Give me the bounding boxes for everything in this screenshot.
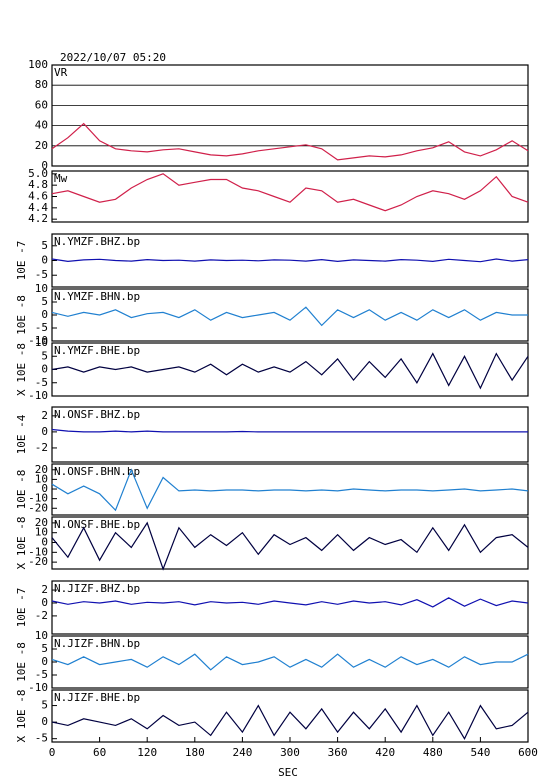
y-tick-label: 40 (35, 119, 48, 132)
waveform-line (51, 428, 528, 433)
y-tick-label: 0 (41, 482, 48, 495)
panel-label: N.ONSF.BHE.bp (54, 518, 140, 531)
waveform-line (51, 173, 529, 212)
y-tick-label: 0 (41, 363, 48, 376)
y-axis-label: 10E -8 (15, 470, 28, 510)
y-tick-label: -2 (35, 441, 48, 454)
panel-label: N.ONSF.BHZ.bp (54, 408, 140, 421)
y-tick-label: 100 (28, 58, 48, 71)
y-tick-label: -5 (35, 668, 48, 681)
y-axis-label: 10E -4 (15, 414, 28, 454)
x-tick-label: 300 (280, 746, 300, 759)
y-tick-label: 5 (41, 699, 48, 712)
y-tick-label: 10 (35, 282, 48, 295)
y-tick-label: 4.8 (28, 178, 48, 191)
y-tick-label: -5 (35, 268, 48, 281)
x-tick-label: 360 (328, 746, 348, 759)
y-tick-label: -10 (28, 389, 48, 402)
y-tick-label: -10 (28, 545, 48, 558)
panel-label: N.YMZF.BHE.bp (54, 344, 140, 357)
y-tick-label: 0 (41, 715, 48, 728)
y-tick-label: 10 (35, 472, 48, 485)
panel-label: VR (54, 66, 68, 79)
panel-frame (51, 64, 529, 167)
y-tick-label: 5 (41, 349, 48, 362)
x-tick-label: 480 (423, 746, 443, 759)
x-tick-label: 60 (93, 746, 106, 759)
panel-label: N.YMZF.BHN.bp (54, 290, 140, 303)
y-tick-label: 80 (35, 78, 48, 91)
panel-label: N.JIZF.BHZ.bp (54, 582, 140, 595)
y-tick-label: 10 (35, 526, 48, 539)
x-tick-label: 540 (470, 746, 490, 759)
y-tick-label: 10 (35, 336, 48, 349)
y-axis-label: 10E -8 (15, 295, 28, 335)
panel-label: N.YMZF.BHZ.bp (54, 235, 140, 248)
y-tick-label: 5.0 (28, 167, 48, 180)
x-tick-label: 0 (49, 746, 56, 759)
waveform-line (51, 258, 529, 263)
waveform-line (51, 122, 529, 161)
waveform-line (51, 306, 528, 327)
y-tick-label: 20 (35, 463, 48, 476)
y-axis-label: X 10E -8 (15, 343, 28, 396)
y-tick-label: 2 (41, 583, 48, 596)
y-tick-label: 5 (41, 295, 48, 308)
waveform-line (51, 521, 529, 571)
y-tick-label: 0 (41, 425, 48, 438)
waveform-line (51, 468, 529, 512)
y-tick-label: -10 (28, 334, 48, 347)
waveform-line (51, 597, 529, 608)
y-tick-label: -10 (28, 681, 48, 694)
y-tick-label: 2 (41, 409, 48, 422)
y-tick-label: -20 (28, 501, 48, 514)
y-tick-label: -10 (28, 492, 48, 505)
x-tick-label: 180 (185, 746, 205, 759)
y-tick-label: -5 (35, 376, 48, 389)
y-tick-label: 10 (35, 629, 48, 642)
x-tick-label: 120 (137, 746, 157, 759)
y-axis-label: 10E -8 (15, 642, 28, 682)
y-axis-label: X 10E -8 (15, 690, 28, 743)
y-axis-label: X 10E -8 (15, 517, 28, 570)
y-tick-label: -20 (28, 555, 48, 568)
panel-frame (51, 580, 529, 635)
y-tick-label: 20 (35, 139, 48, 152)
x-tick-label: 600 (518, 746, 538, 759)
y-tick-label: 4.2 (28, 212, 48, 225)
y-axis-label: 10E -7 (15, 588, 28, 628)
panel-label: N.ONSF.BHN.bp (54, 465, 140, 478)
chart-title: 2022/10/07 05:20 (60, 51, 166, 64)
y-tick-label: 5 (41, 642, 48, 655)
y-tick-label: 0 (41, 308, 48, 321)
y-tick-label: 4.4 (28, 201, 48, 214)
y-axis-label: 10E -7 (15, 241, 28, 281)
waveform-line (51, 704, 529, 740)
y-tick-label: -5 (35, 321, 48, 334)
waveform-line (51, 352, 529, 390)
y-tick-label: 4.6 (28, 190, 48, 203)
y-tick-label: 0 (41, 254, 48, 267)
panel-label: Mw (54, 172, 68, 185)
y-tick-label: 5 (41, 239, 48, 252)
y-tick-label: 60 (35, 98, 48, 111)
y-tick-label: 0 (41, 159, 48, 172)
waveform-line (51, 653, 529, 671)
panel-frame (51, 406, 529, 463)
x-tick-label: 420 (375, 746, 395, 759)
y-tick-label: 0 (41, 536, 48, 549)
y-tick-label: -5 (35, 732, 48, 745)
y-tick-label: -2 (35, 609, 48, 622)
x-tick-label: 240 (232, 746, 252, 759)
y-tick-label: 20 (35, 516, 48, 529)
y-tick-label: 0 (41, 596, 48, 609)
panel-label: N.JIZF.BHE.bp (54, 691, 140, 704)
panel-label: N.JIZF.BHN.bp (54, 637, 140, 650)
y-tick-label: 0 (41, 655, 48, 668)
x-axis-label: SEC (278, 766, 298, 779)
